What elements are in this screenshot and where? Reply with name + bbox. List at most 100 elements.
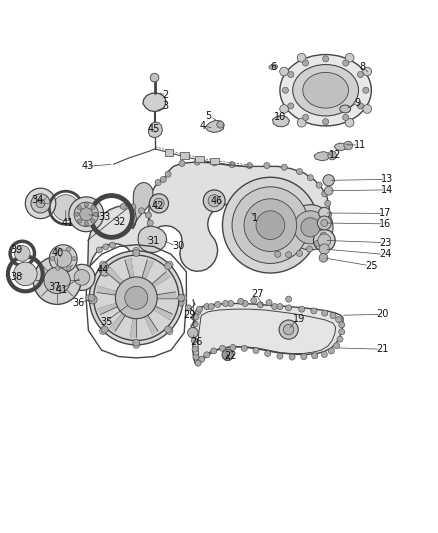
Circle shape [86,294,93,301]
Polygon shape [125,259,133,278]
Circle shape [193,354,199,360]
Circle shape [208,303,214,310]
Circle shape [289,354,295,360]
Circle shape [325,211,332,217]
Text: 5: 5 [205,111,211,122]
Circle shape [14,246,30,261]
Circle shape [299,306,305,312]
Circle shape [230,344,236,351]
Circle shape [345,53,354,62]
Circle shape [318,234,331,247]
Circle shape [238,298,244,304]
Circle shape [256,211,285,239]
Text: 6: 6 [270,62,276,72]
Circle shape [78,219,81,223]
Circle shape [185,305,191,311]
Circle shape [204,352,210,358]
Circle shape [328,151,336,160]
Text: 3: 3 [162,101,169,111]
Polygon shape [110,313,125,332]
Circle shape [116,277,157,319]
Polygon shape [205,120,224,133]
Circle shape [44,267,70,294]
Text: 10: 10 [274,112,286,122]
Circle shape [133,339,140,346]
Circle shape [67,266,71,270]
Circle shape [223,177,318,273]
Circle shape [133,247,140,254]
Circle shape [110,242,116,248]
Circle shape [321,351,327,358]
Circle shape [363,87,369,93]
Circle shape [280,67,289,76]
Text: 40: 40 [51,248,64,258]
Circle shape [265,351,271,357]
Circle shape [307,175,314,181]
Polygon shape [106,268,123,284]
Circle shape [241,345,247,351]
Circle shape [120,287,126,294]
Circle shape [280,104,289,114]
Text: 1: 1 [252,213,258,223]
Circle shape [301,218,320,237]
Circle shape [204,303,210,310]
Text: 41: 41 [61,218,74,228]
Circle shape [322,56,328,62]
Circle shape [133,249,140,256]
Text: 30: 30 [172,241,184,251]
Text: 46: 46 [210,196,223,206]
Polygon shape [272,116,290,127]
Circle shape [101,263,108,270]
Circle shape [67,247,71,252]
Text: 27: 27 [252,289,264,300]
Circle shape [264,163,270,168]
Circle shape [247,163,253,168]
Polygon shape [138,226,167,253]
Circle shape [281,164,287,171]
Circle shape [322,310,328,316]
Polygon shape [157,292,176,298]
Circle shape [150,73,159,82]
Circle shape [166,328,173,335]
Circle shape [286,305,292,311]
Text: 19: 19 [293,314,305,324]
Ellipse shape [340,105,351,113]
Circle shape [125,286,148,309]
Circle shape [145,212,152,218]
Circle shape [56,247,60,252]
Circle shape [196,306,202,312]
Polygon shape [143,93,166,111]
Circle shape [165,326,172,333]
Circle shape [311,308,317,314]
Circle shape [129,294,135,300]
Circle shape [288,103,294,109]
Circle shape [74,202,99,227]
Circle shape [343,60,349,66]
Circle shape [318,216,331,230]
Circle shape [272,303,278,310]
Circle shape [324,222,330,228]
Circle shape [319,207,330,219]
Circle shape [118,281,124,287]
Ellipse shape [280,54,371,126]
Polygon shape [98,304,117,314]
Circle shape [31,194,50,213]
Circle shape [191,337,197,344]
Circle shape [180,294,187,301]
Circle shape [50,256,54,261]
Text: 24: 24 [379,249,392,260]
Circle shape [275,251,281,257]
Circle shape [314,230,335,251]
Circle shape [297,251,303,256]
Circle shape [303,115,308,120]
Text: 4: 4 [199,122,205,131]
Circle shape [54,250,72,268]
Circle shape [312,353,318,359]
Circle shape [223,301,229,306]
Circle shape [25,188,56,219]
Circle shape [345,118,354,127]
Circle shape [203,190,225,212]
Circle shape [257,302,263,308]
Polygon shape [131,319,137,337]
Circle shape [336,317,342,322]
